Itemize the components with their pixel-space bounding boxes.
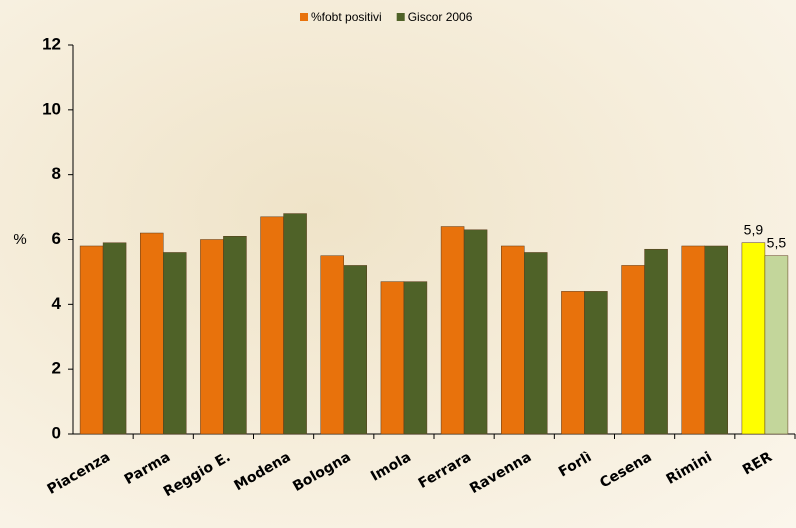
- x-tick-label: Reggio E.: [161, 449, 234, 500]
- bar: [102, 242, 127, 435]
- bar: [621, 265, 645, 435]
- bar: [741, 242, 766, 435]
- y-tick-label: 8: [52, 164, 61, 183]
- bar: [644, 248, 668, 435]
- bar: [320, 255, 344, 435]
- data-label: 5,5: [767, 234, 787, 250]
- bar: [79, 245, 104, 435]
- legend-label: %fobt positivi: [311, 10, 382, 24]
- bar: [260, 216, 284, 435]
- x-tick-label: Piacenza: [45, 449, 114, 498]
- bar: [343, 265, 367, 435]
- data-label: 5,9: [744, 221, 764, 237]
- x-tick-label: Imola: [368, 449, 414, 485]
- x-tick-label: Bologna: [290, 449, 354, 495]
- y-axis-label: %: [13, 231, 26, 248]
- bar: [764, 255, 789, 435]
- bar: [704, 245, 728, 435]
- x-tick-label: Ravenna: [467, 449, 534, 497]
- y-tick-label: 4: [52, 294, 62, 313]
- bar: [200, 239, 224, 435]
- x-tick-label: Parma: [122, 449, 174, 488]
- x-tick-label: Forlì: [556, 449, 594, 480]
- x-tick-label: Cesena: [597, 449, 654, 491]
- x-tick-label: Ferrara: [416, 449, 474, 492]
- y-tick-label: 2: [52, 359, 61, 378]
- bar: [140, 232, 164, 435]
- bar: [440, 226, 465, 435]
- y-tick-label: 6: [52, 229, 61, 248]
- legend-swatch: [300, 13, 308, 21]
- bar: [380, 281, 405, 435]
- bar: [463, 229, 488, 435]
- bar: [584, 291, 608, 435]
- bar: [524, 252, 548, 435]
- y-tick-label: 10: [42, 99, 61, 118]
- x-tick-label: RER: [740, 449, 775, 479]
- bar: [403, 281, 428, 435]
- bar: [163, 252, 187, 435]
- bar: [283, 213, 307, 435]
- bar: [561, 291, 585, 435]
- bar: [681, 245, 705, 435]
- y-tick-label: 0: [52, 423, 61, 442]
- y-tick-label: 12: [42, 34, 61, 53]
- bar: [501, 245, 525, 435]
- x-tick-label: Modena: [231, 449, 293, 494]
- x-tick-label: Rimini: [664, 449, 715, 488]
- legend-label: Giscor 2006: [408, 10, 473, 24]
- legend-swatch: [396, 13, 405, 21]
- bar: [223, 236, 247, 435]
